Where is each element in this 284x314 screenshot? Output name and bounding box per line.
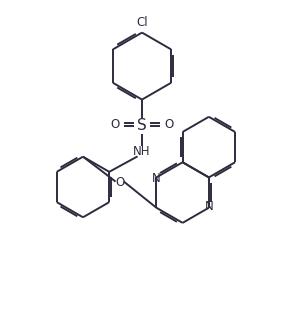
Text: O: O [115, 176, 124, 189]
Text: O: O [164, 118, 174, 131]
Text: NH: NH [133, 145, 151, 158]
Text: Cl: Cl [136, 16, 148, 30]
Text: N: N [204, 200, 213, 213]
Text: O: O [110, 118, 120, 131]
Text: N: N [152, 172, 161, 185]
Text: S: S [137, 118, 147, 133]
